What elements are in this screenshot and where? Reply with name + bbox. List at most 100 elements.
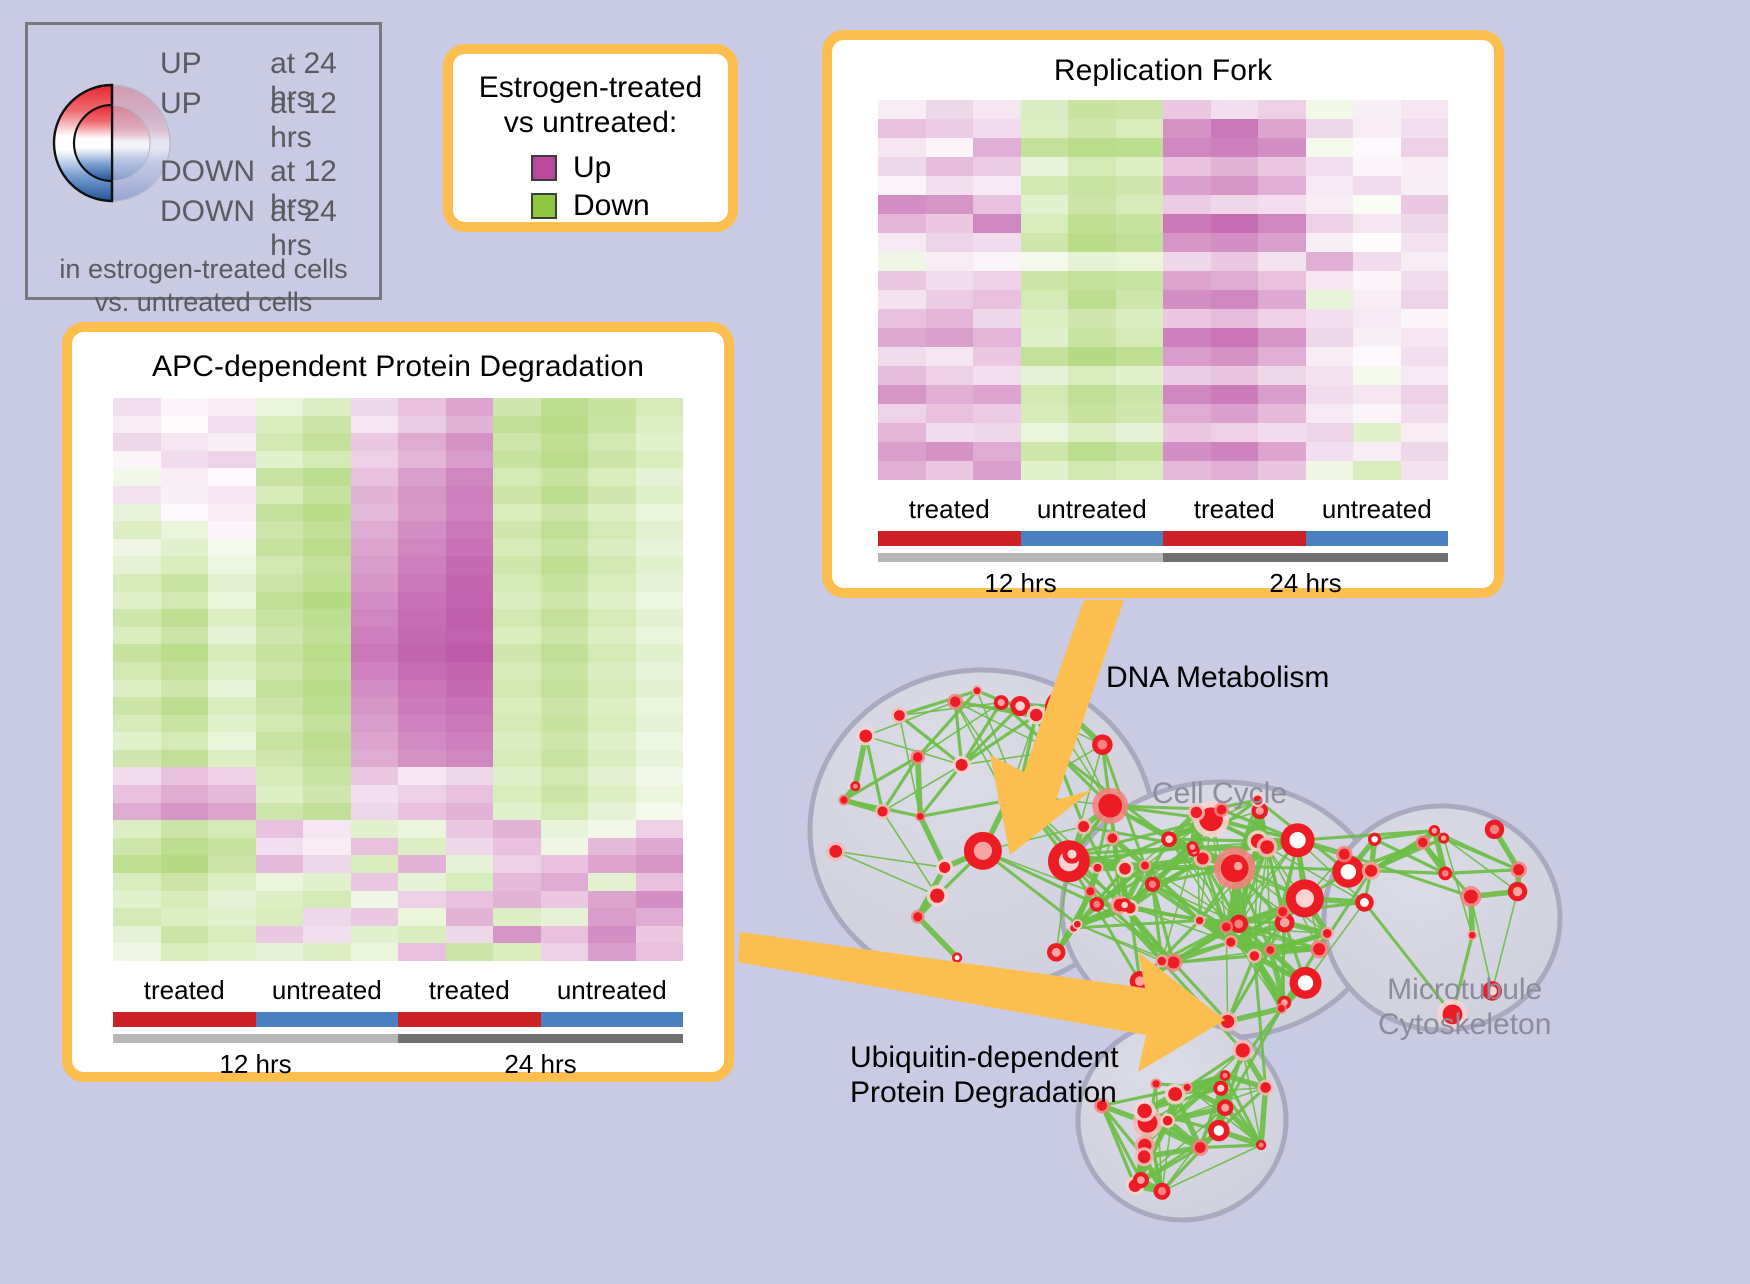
network-node[interactable]	[1365, 865, 1377, 877]
network-node[interactable]	[1138, 1151, 1151, 1164]
network-node[interactable]	[1093, 864, 1101, 872]
legend-state: DOWN	[160, 155, 270, 189]
network-node[interactable]	[1313, 943, 1325, 955]
heatmap-cell	[351, 943, 399, 961]
network-node[interactable]	[1464, 890, 1478, 904]
heatmap-cell	[588, 574, 636, 592]
network-node[interactable]	[1108, 833, 1118, 843]
heatmap-cell	[161, 592, 209, 610]
network-node[interactable]	[1074, 921, 1081, 928]
heatmap-cell	[1163, 423, 1211, 442]
heatmap-cell	[1068, 214, 1116, 233]
heatmap-cell	[256, 574, 304, 592]
network-node[interactable]	[1167, 957, 1179, 969]
network-node[interactable]	[894, 710, 905, 721]
heatmap-cell	[541, 891, 589, 909]
network-node[interactable]	[1137, 1104, 1151, 1118]
heatmap-cell	[1021, 233, 1069, 252]
heatmap-cell	[1353, 290, 1401, 309]
network-node[interactable]	[1323, 929, 1332, 938]
heatmap-cell	[303, 767, 351, 785]
network-node[interactable]	[939, 862, 950, 873]
heatmap-cell	[256, 697, 304, 715]
network-node[interactable]	[974, 687, 981, 694]
network-node[interactable]	[913, 912, 922, 921]
network-node[interactable]	[1196, 917, 1204, 925]
network-edge	[918, 757, 921, 816]
network-node[interactable]	[1163, 1116, 1173, 1126]
network-node[interactable]	[1418, 838, 1428, 848]
heatmap-cell	[588, 521, 636, 539]
network-node[interactable]	[1098, 794, 1122, 818]
network-node[interactable]	[1222, 922, 1231, 931]
heatmap-cell	[113, 592, 161, 610]
heatmap-cell	[398, 750, 446, 768]
network-node[interactable]	[1014, 791, 1021, 798]
network-node[interactable]	[1152, 1080, 1159, 1087]
heatmap-cell	[493, 732, 541, 750]
heatmap-cell	[588, 943, 636, 961]
network-node[interactable]	[1157, 957, 1166, 966]
network-node[interactable]	[1236, 1043, 1250, 1057]
heatmap-cell	[1306, 214, 1354, 233]
network-node[interactable]	[877, 806, 887, 816]
network-node[interactable]	[1226, 938, 1235, 947]
network-node[interactable]	[1278, 1005, 1285, 1012]
heatmap-cell	[398, 433, 446, 451]
heatmap-cell	[446, 926, 494, 944]
heatmap-cell	[446, 539, 494, 557]
heatmap-cell	[973, 347, 1021, 366]
network-node[interactable]	[956, 759, 968, 771]
network-node[interactable]	[1168, 1087, 1182, 1101]
heatmap-cell	[303, 539, 351, 557]
network-node[interactable]	[1052, 718, 1060, 726]
network-node[interactable]	[1260, 840, 1274, 854]
heatmap-cell	[446, 838, 494, 856]
network-node[interactable]	[1184, 1084, 1191, 1091]
network-node[interactable]	[1339, 849, 1350, 860]
network-node[interactable]	[1086, 887, 1094, 895]
network-node[interactable]	[1195, 1142, 1206, 1153]
network-node-core	[1121, 902, 1127, 908]
network-node[interactable]	[1260, 1082, 1271, 1093]
heatmap-cell	[303, 785, 351, 803]
heatmap-cell	[1353, 157, 1401, 176]
heatmap-cell	[541, 767, 589, 785]
heatmap-cell	[493, 873, 541, 891]
heatmap-cell	[351, 732, 399, 750]
network-node[interactable]	[1513, 864, 1524, 875]
heatmap-cell	[1258, 423, 1306, 442]
heatmap-cell	[541, 680, 589, 698]
heatmap-cell	[1258, 119, 1306, 138]
network-node[interactable]	[1078, 821, 1089, 832]
network-node[interactable]	[1119, 863, 1131, 875]
network-node[interactable]	[1250, 951, 1260, 961]
network-node[interactable]	[913, 752, 923, 762]
network-node[interactable]	[1141, 862, 1149, 870]
heatmap-cell	[1401, 195, 1449, 214]
network-node[interactable]	[1266, 946, 1274, 954]
heatmap-cell	[303, 943, 351, 961]
heatmap-cell	[446, 855, 494, 873]
network-node[interactable]	[930, 889, 944, 903]
network-node[interactable]	[950, 696, 961, 707]
network-node[interactable]	[859, 730, 872, 743]
heatmap-cell	[1211, 252, 1259, 271]
heatmap-cell	[878, 176, 926, 195]
heatmap-cell	[541, 908, 589, 926]
network-node[interactable]	[917, 813, 924, 820]
heatmap-cell	[256, 873, 304, 891]
network-node[interactable]	[1001, 794, 1014, 807]
network-node[interactable]	[1469, 932, 1476, 939]
heatmap-cell	[636, 556, 684, 574]
heatmap-cell	[303, 486, 351, 504]
heatmap-cell	[1401, 347, 1449, 366]
network-node-core	[1234, 919, 1243, 928]
network-node[interactable]	[840, 796, 847, 803]
estrogen-legend-items: Up Down	[453, 149, 728, 225]
network-node[interactable]	[1278, 907, 1287, 916]
network-node[interactable]	[1030, 709, 1042, 721]
network-node[interactable]	[829, 845, 842, 858]
heatmap-cell	[1021, 138, 1069, 157]
network-node[interactable]	[1221, 1015, 1234, 1028]
